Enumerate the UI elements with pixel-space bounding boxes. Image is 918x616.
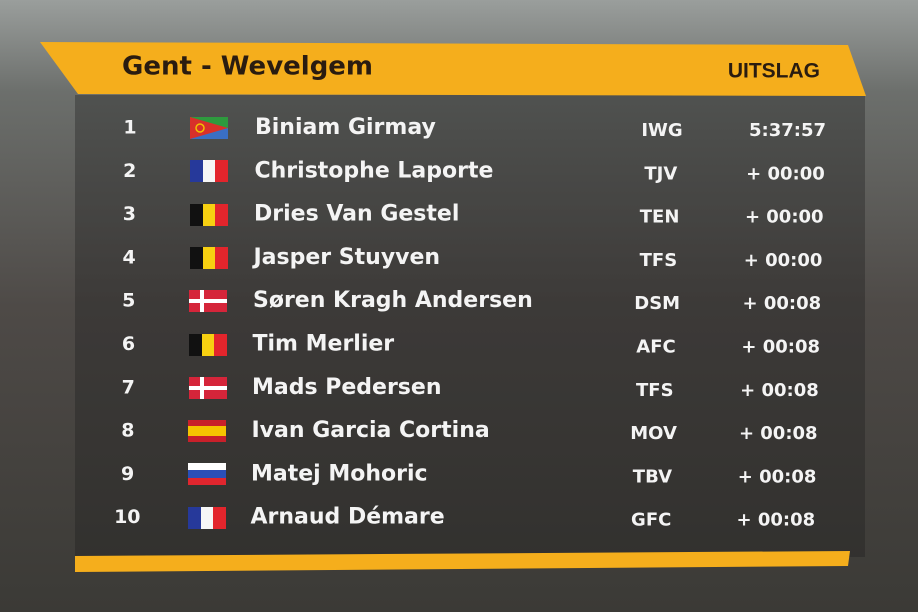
rank: 7: [122, 376, 135, 398]
flag: [188, 420, 226, 442]
rank: 5: [122, 290, 135, 312]
rank: 4: [122, 246, 135, 268]
flag: [190, 117, 228, 139]
team: TFS: [640, 250, 678, 271]
time: + 00:00: [746, 163, 825, 184]
rider-name: Søren Kragh Andersen: [253, 288, 533, 313]
time: + 00:00: [744, 250, 823, 271]
rank: 1: [123, 117, 136, 139]
team: GFC: [631, 510, 671, 531]
time: + 00:08: [740, 380, 819, 401]
rider-name: Christophe Laporte: [255, 158, 494, 183]
flag: [190, 204, 228, 226]
rank: 3: [123, 203, 136, 225]
flag: [190, 160, 228, 182]
rank: 2: [123, 160, 136, 182]
time: + 00:08: [737, 510, 816, 531]
title: Gent - Wevelgem: [122, 52, 373, 82]
time: + 00:00: [745, 207, 824, 228]
team: DSM: [634, 293, 680, 314]
time: + 00:08: [738, 466, 817, 487]
flag: [189, 334, 227, 356]
footer-bar: [75, 551, 850, 572]
time: + 00:08: [743, 293, 822, 314]
rider-name: Dries Van Gestel: [254, 202, 459, 227]
flag: [189, 290, 227, 312]
rank: 9: [121, 463, 134, 485]
team: TEN: [640, 207, 680, 228]
header-bar: [40, 42, 866, 96]
rank: 8: [121, 420, 134, 442]
team: IWG: [641, 120, 682, 141]
flag: [188, 463, 226, 485]
time: 5:37:57: [749, 120, 826, 141]
rank: 6: [122, 333, 135, 355]
rider-name: Biniam Girmay: [255, 115, 436, 140]
header-label: UITSLAG: [728, 60, 820, 83]
team: AFC: [636, 337, 675, 358]
rider-name: Jasper Stuyven: [252, 245, 441, 270]
team: TJV: [644, 163, 677, 184]
rider-name: Ivan Garcia Cortina: [252, 418, 490, 443]
rank: 10: [114, 506, 140, 528]
time: + 00:08: [741, 337, 820, 358]
rider-name: Mads Pedersen: [252, 375, 441, 400]
flag: [188, 507, 226, 529]
rider-name: Matej Mohoric: [251, 461, 428, 486]
team: TBV: [633, 466, 672, 487]
team: TFS: [636, 380, 674, 401]
rider-name: Arnaud Démare: [251, 505, 445, 530]
flag: [189, 377, 227, 399]
rider-name: Tim Merlier: [253, 332, 395, 357]
team: MOV: [630, 423, 677, 444]
time: + 00:08: [739, 423, 818, 444]
flag: [190, 247, 228, 269]
